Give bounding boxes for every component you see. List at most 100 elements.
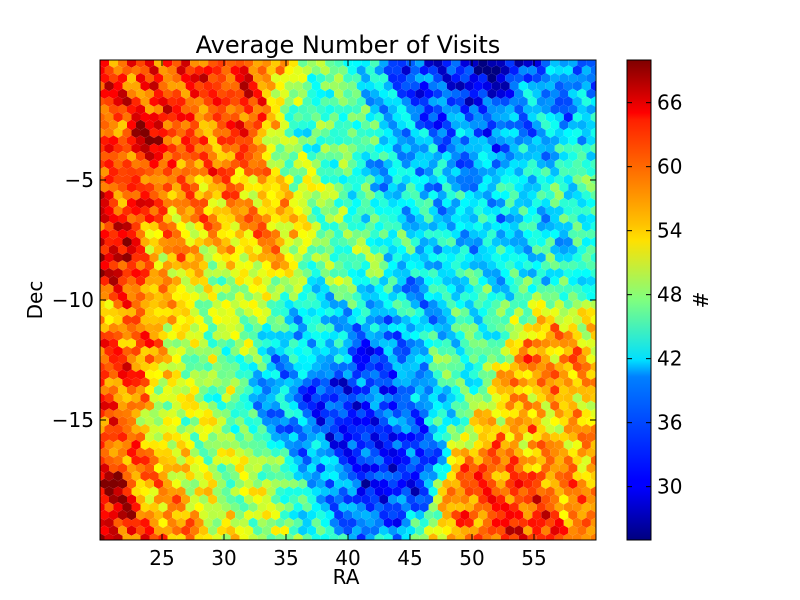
heatmap-cell [104,299,114,310]
heatmap-cell [383,533,393,540]
heatmap-cell [388,353,398,365]
heatmap-cell [343,213,353,224]
heatmap-cell [118,166,127,177]
heatmap-cell [311,408,321,419]
y-tick-label: −10 [52,288,94,312]
heatmap-cell [140,314,150,326]
heatmap-cell [280,369,290,380]
heatmap-cell [212,96,222,107]
heatmap-cell [185,470,195,482]
heatmap-cell [190,416,200,427]
heatmap-cell [406,291,416,302]
heatmap-cell [199,416,209,427]
heatmap-cell [361,88,371,99]
heatmap-cell [410,252,420,263]
heatmap-cell [244,182,254,193]
heatmap-cell [248,143,258,154]
heatmap-cell [104,424,114,435]
heatmap-cell [401,455,411,466]
heatmap-cell [230,533,240,540]
heatmap-cell [401,439,411,450]
heatmap-cell [113,268,123,279]
heatmap-cell [122,502,132,513]
heatmap-cell [352,166,362,177]
heatmap-cell [248,470,258,482]
heatmap-cell [356,408,366,419]
heatmap-cell [437,205,447,216]
heatmap-cell [253,400,263,411]
heatmap-cell [293,408,303,419]
heatmap-cell [518,299,528,310]
heatmap-cell [428,190,438,201]
heatmap-cell [181,88,191,99]
heatmap-cell [500,392,510,404]
heatmap-cell [460,400,470,411]
heatmap-cell [343,88,353,99]
heatmap-cell [554,330,564,341]
heatmap-cell [275,143,285,154]
heatmap-cell [87,143,96,153]
heatmap-cell [266,361,276,372]
heatmap-cell [235,244,245,255]
heatmap-cell [167,158,177,170]
heatmap-cell [158,112,168,123]
heatmap-cell [347,314,357,326]
heatmap-cell [460,338,470,349]
heatmap-cell [235,509,245,521]
heatmap-cell [338,205,348,216]
heatmap-cell [91,120,100,130]
heatmap-cell [559,416,569,427]
heatmap-cell [199,135,209,146]
heatmap-cell [230,283,240,294]
heatmap-cell [446,377,456,388]
heatmap-cell [239,486,249,497]
heatmap-cell [181,369,191,380]
heatmap-cell [262,104,272,115]
heatmap-cell [365,283,375,294]
heatmap-cell [217,275,227,287]
heatmap-cell [500,127,510,138]
heatmap-cell [194,502,204,513]
heatmap-cell [347,502,357,513]
heatmap-cell [289,275,299,287]
heatmap-cell [334,463,344,474]
heatmap-cell [239,470,249,482]
heatmap-cell [136,197,145,209]
heatmap-cell [433,494,443,505]
heatmap-cell [572,502,582,513]
heatmap-cell [401,205,411,216]
heatmap-cell [118,275,127,287]
heatmap-cell [590,486,596,497]
heatmap-cell [356,221,366,232]
heatmap-cell [284,439,294,450]
heatmap-cell [482,174,492,185]
heatmap-cell [352,135,362,146]
heatmap-cell [572,158,582,170]
heatmap-cell [100,119,109,131]
heatmap-cell [595,356,596,362]
heatmap-cell [433,166,443,177]
heatmap-cell [365,330,375,341]
heatmap-cell [572,486,582,497]
heatmap-cell [500,205,510,216]
heatmap-cell [217,353,227,365]
heatmap-cell [316,525,326,536]
heatmap-cell [356,502,366,513]
heatmap-cell [118,431,127,443]
heatmap-cell [181,213,191,224]
heatmap-cell [478,182,488,193]
heatmap-cell [149,408,159,419]
heatmap-cell [528,50,537,60]
heatmap-cell [586,119,596,131]
heatmap-cell [518,486,528,497]
heatmap-cell [473,268,483,279]
heatmap-cell [140,330,150,341]
heatmap-cell [437,268,447,279]
heatmap-cell [523,400,533,411]
heatmap-cell [464,283,474,294]
heatmap-cell [87,252,96,262]
heatmap-cell [100,400,109,411]
heatmap-cell [406,197,416,209]
heatmap-cell [473,112,483,123]
heatmap-cell [293,96,303,107]
